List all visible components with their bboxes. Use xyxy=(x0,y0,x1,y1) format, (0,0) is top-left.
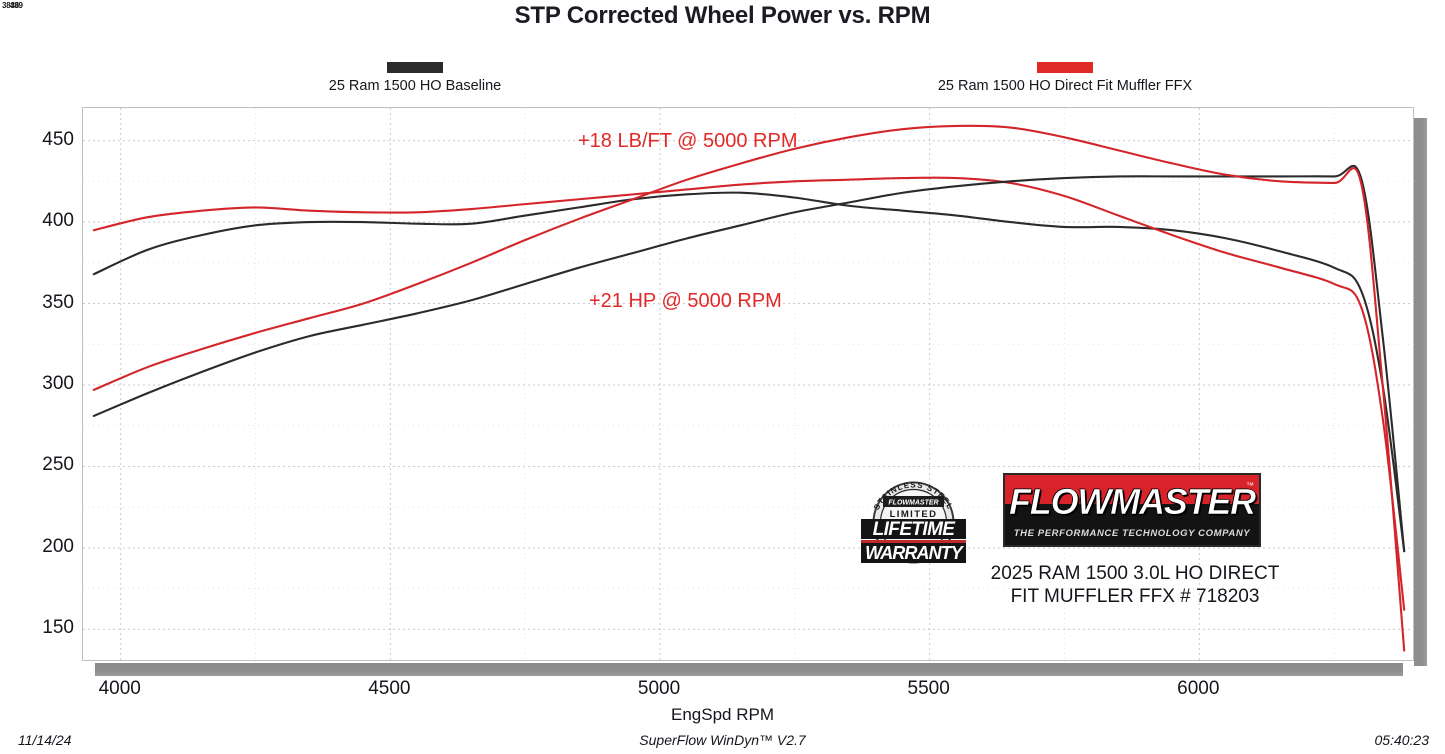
badge-brand-text: FLOWMASTER xyxy=(888,500,938,507)
vertical-scrollbar[interactable] xyxy=(1414,118,1427,666)
footer-time: 05:40:23 xyxy=(1374,732,1430,748)
y-tick-label: 400 xyxy=(42,210,74,232)
logo-wordmark: FLOWMASTER xyxy=(1009,481,1257,523)
legend-item-baseline[interactable]: 25 Ram 1500 HO Baseline xyxy=(326,62,504,94)
x-tick-label: 4000 xyxy=(98,678,141,699)
footer-date: 11/14/24 xyxy=(18,732,72,748)
legend-label-baseline: 25 Ram 1500 HO Baseline xyxy=(328,78,502,94)
legend-swatch-muffler-ffx xyxy=(1037,62,1093,73)
annotation-torque-gain: +18 LB/FT @ 5000 RPM xyxy=(578,130,798,152)
product-caption: 2025 RAM 1500 3.0L HO DIRECT FIT MUFFLER… xyxy=(990,563,1280,607)
y-tick-label: 450 xyxy=(42,128,74,150)
y-tick-label: 300 xyxy=(42,373,74,394)
logo-tagline: THE PERFORMANCE TECHNOLOGY COMPANY xyxy=(1013,528,1251,539)
legend-item-muffler-ffx[interactable]: 25 Ram 1500 HO Direct Fit Muffler FFX xyxy=(934,62,1196,94)
badge-line2-text: WARRANTY xyxy=(865,543,965,563)
x-tick-label: 4500 xyxy=(368,678,411,699)
plot-area[interactable] xyxy=(82,107,1415,662)
horizontal-scrollbar[interactable] xyxy=(95,663,1403,676)
y-tick-label: 200 xyxy=(42,535,74,557)
curve-series-3 xyxy=(92,124,1406,652)
y-axis: 450 400 350 300 250 200 150 xyxy=(12,107,74,661)
annotation-hp-gain: +21 HP @ 5000 RPM xyxy=(589,290,782,312)
curve-series-2 xyxy=(92,164,1406,553)
chart-title: STP Corrected Wheel Power vs. RPM xyxy=(514,2,931,29)
flowmaster-logo: FLOWMASTER ™ THE PERFORMANCE TECHNOLOGY … xyxy=(1003,473,1261,547)
logo-trademark-symbol: ™ xyxy=(1246,481,1254,490)
dyno-curves-svg xyxy=(83,108,1415,662)
curve-series-0 xyxy=(92,191,1406,553)
y-tick-label: 250 xyxy=(42,454,74,476)
curve-series-1 xyxy=(92,176,1406,611)
warranty-badge-graphic: STAINLESS STEEL FLOWMASTER LIMITED LIFET… xyxy=(861,481,966,564)
x-tick-label: 5000 xyxy=(637,678,681,699)
x-axis-title: EngSpd RPM xyxy=(671,705,774,724)
logo-black-band xyxy=(1005,504,1259,545)
legend-swatch-baseline xyxy=(387,62,443,73)
y-tick-label: 350 xyxy=(42,291,74,313)
x-axis: 4000 4500 5000 5500 6000 xyxy=(82,678,1414,704)
coordinate-x-value: 3836. xyxy=(2,1,22,10)
x-tick-label: 6000 xyxy=(1177,678,1220,699)
footer-app-name: SuperFlow WinDyn™ V2.7 xyxy=(639,732,806,748)
coordinate-y-value: 439 xyxy=(10,1,23,10)
legend-label-muffler-ffx: 25 Ram 1500 HO Direct Fit Muffler FFX xyxy=(937,78,1193,94)
badge-line1-text: LIFETIME xyxy=(873,519,957,540)
logo-red-band xyxy=(1005,475,1259,505)
y-tick-label: 150 xyxy=(42,617,74,639)
badge-limited-text: LIMITED xyxy=(890,509,938,520)
lifetime-warranty-badge: STAINLESS STEEL FLOWMASTER LIMITED LIFET… xyxy=(861,470,966,575)
x-tick-label: 5500 xyxy=(907,678,950,699)
footer-bar: 11/14/24 SuperFlow WinDyn™ V2.7 05:40:23 xyxy=(0,732,1445,754)
